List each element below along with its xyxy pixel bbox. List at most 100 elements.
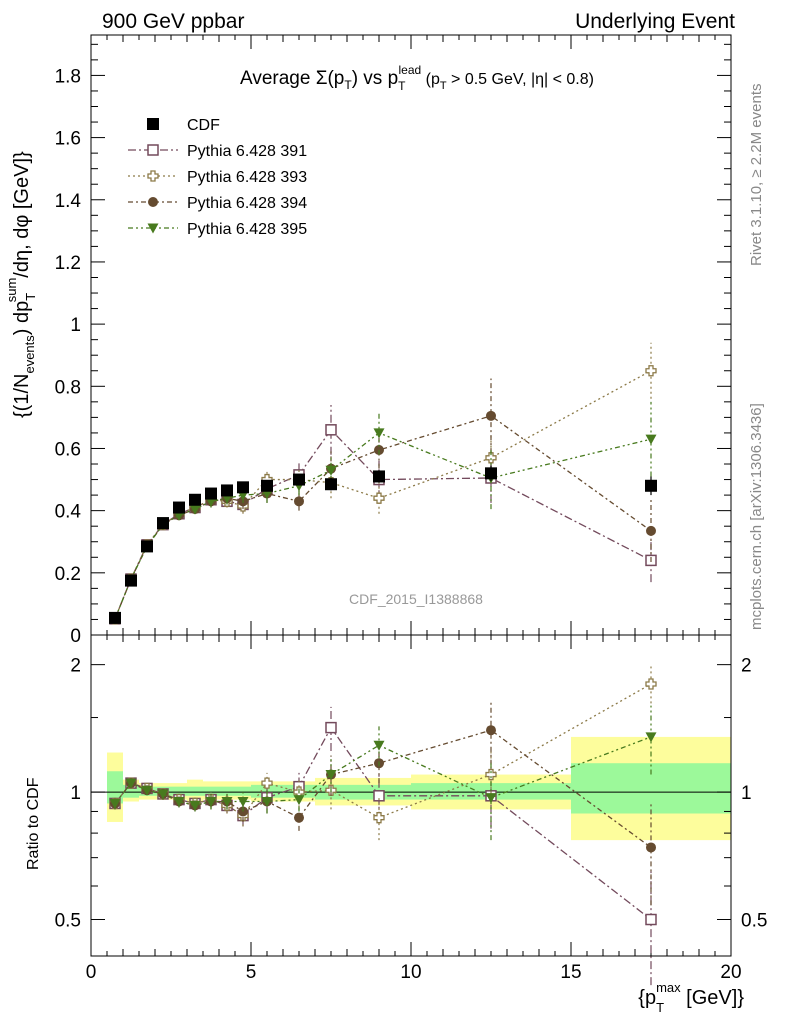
ratio-inner-band: [171, 786, 187, 796]
ratio-series-1-point: [645, 913, 657, 926]
ratio-series-4-point: [485, 793, 497, 804]
cdf-data-point: [221, 484, 233, 497]
main-y-tick-label: 1.4: [55, 191, 82, 212]
ratio-series-4-point: [293, 795, 305, 806]
ratio-inner-band: [203, 786, 219, 796]
cdf-data-point: [157, 517, 169, 530]
ratio-inner-band: [219, 786, 235, 796]
main-y-tick-label: 1.8: [55, 66, 81, 87]
cdf-data-point: [645, 479, 657, 492]
ratio-series-4-point: [325, 770, 337, 781]
mcplots-reference-label: mcplots.cern.ch [arXiv:1306.3436]: [748, 403, 765, 630]
ratio-series-3-point: [486, 725, 496, 736]
main-y-tick-label: 0: [70, 626, 81, 647]
legend-marker: [148, 197, 158, 207]
main-series-4-point: [373, 428, 385, 439]
ratio-y-tick-label: 1: [70, 783, 81, 804]
ratio-series-4: [109, 705, 657, 841]
header-right: Underlying Event: [575, 10, 735, 33]
ratio-series-4-point: [261, 797, 273, 808]
x-tick-label: 0: [86, 962, 97, 983]
main-series-group: [109, 342, 657, 625]
main-panel: 0 0.2 0.4 0.6 0.8 1 1.2 1.4 1.6 1.8 Average Σ(pT)…: [4, 34, 732, 647]
main-y-tick-label: 0.2: [55, 564, 81, 585]
main-series-3-point: [486, 410, 496, 421]
ratio-series-3-point: [646, 842, 656, 853]
analysis-id-label: CDF_2015_I1388868: [349, 591, 483, 607]
main-series-3-line: [114, 415, 652, 620]
ratio-panel: 0.5 0.51 12 20 5 10 15 20 Ratio to CDF {pTmax […: [25, 634, 767, 1015]
cdf-data-point: [189, 493, 201, 506]
cdf-data-point: [205, 487, 217, 500]
header-left: 900 GeV ppbar: [102, 10, 244, 33]
ratio-series-4-point: [373, 740, 385, 751]
legend-marker: [147, 170, 159, 182]
main-series-1-point: [325, 424, 337, 436]
ratio-series-1-point: [373, 790, 385, 802]
ratio-y-tick-label-right: 1: [741, 783, 752, 804]
cdf-data-point: [125, 574, 137, 587]
cdf-data-point: [173, 501, 185, 514]
x-tick-label: 10: [400, 962, 421, 983]
ratio-y-tick-label: 0.5: [55, 911, 81, 932]
main-y-tick-label: 1.6: [55, 129, 81, 150]
legend-marker: [147, 223, 159, 234]
legend: CDF Pythia 6.428 391 Pythia 6.428 393 Pythi…: [128, 117, 307, 238]
ratio-series-4-point: [157, 789, 169, 800]
legend-label: Pythia 6.428 394: [187, 195, 307, 212]
legend-label: Pythia 6.428 393: [187, 169, 307, 186]
main-y-tick-label: 0.8: [55, 377, 81, 398]
legend-marker: [147, 144, 159, 156]
x-tick-label: 15: [560, 962, 581, 983]
legend-label: Pythia 6.428 391: [187, 143, 307, 160]
ratio-series-4-point: [237, 797, 249, 808]
ratio-series-4-point: [221, 797, 233, 808]
main-y-tick-label: 0.6: [55, 439, 81, 460]
ratio-series-4-point: [173, 797, 185, 808]
cdf-data-point: [485, 467, 497, 480]
main-y-tick-label: 1: [70, 315, 81, 336]
ratio-inner-band: [187, 786, 203, 796]
rivet-version-label: Rivet 3.1.10, ≥ 2.2M events: [748, 84, 765, 267]
main-series-2-point: [645, 365, 657, 377]
main-series-4-point: [325, 465, 337, 476]
ratio-series-2-point: [261, 777, 273, 789]
main-series-2-point: [373, 492, 385, 504]
x-axis-label: {pTmax [GeV]}: [638, 980, 744, 1015]
main-series-4-point: [189, 504, 201, 515]
ratio-series-3-point: [294, 812, 304, 823]
ratio-inner-band: [107, 771, 123, 804]
ratio-y-tick-label: 2: [70, 656, 81, 677]
cdf-data-point: [373, 470, 385, 483]
ratio-series-4-point: [205, 797, 217, 808]
ratio-series-4-point: [109, 798, 121, 809]
cdf-data-point: [141, 540, 153, 553]
ratio-axes: 0.5 0.51 12 20 5 10 15 20: [55, 635, 767, 983]
ratio-y-tick-label-right: 2: [741, 656, 752, 677]
cdf-data-point: [237, 481, 249, 494]
main-y-tick-label: 1.2: [55, 253, 81, 274]
cdf-data-point: [261, 479, 273, 492]
legend-marker: [147, 118, 159, 130]
ratio-y-tick-label-right: 0.5: [741, 911, 767, 932]
ratio-frame: [90, 634, 732, 957]
ratio-series-group: [109, 666, 657, 986]
cdf-data-series: [109, 465, 657, 624]
main-series-2-point: [485, 452, 497, 464]
ratio-series-1-point: [325, 721, 337, 734]
cdf-data-point: [325, 478, 337, 491]
ratio-series-4-point: [645, 732, 657, 743]
ratio-series-4-point: [125, 778, 137, 789]
ratio-y-axis-label: Ratio to CDF: [25, 777, 42, 870]
main-series-3-point: [294, 496, 304, 507]
ratio-series-4-point: [189, 800, 201, 811]
ratio-series-1-line: [114, 726, 652, 921]
cdf-data-point: [109, 611, 121, 624]
legend-label: CDF: [187, 117, 220, 134]
main-title: Average Σ(pT) vs pTlead (pT > 0.5 GeV, |…: [240, 63, 594, 93]
main-axes: 0 0.2 0.4 0.6 0.8 1 1.2 1.4 1.6 1.8: [55, 35, 732, 647]
main-series-3-point: [646, 525, 656, 536]
cdf-data-point: [293, 473, 305, 486]
ratio-series-2-point: [645, 678, 657, 690]
